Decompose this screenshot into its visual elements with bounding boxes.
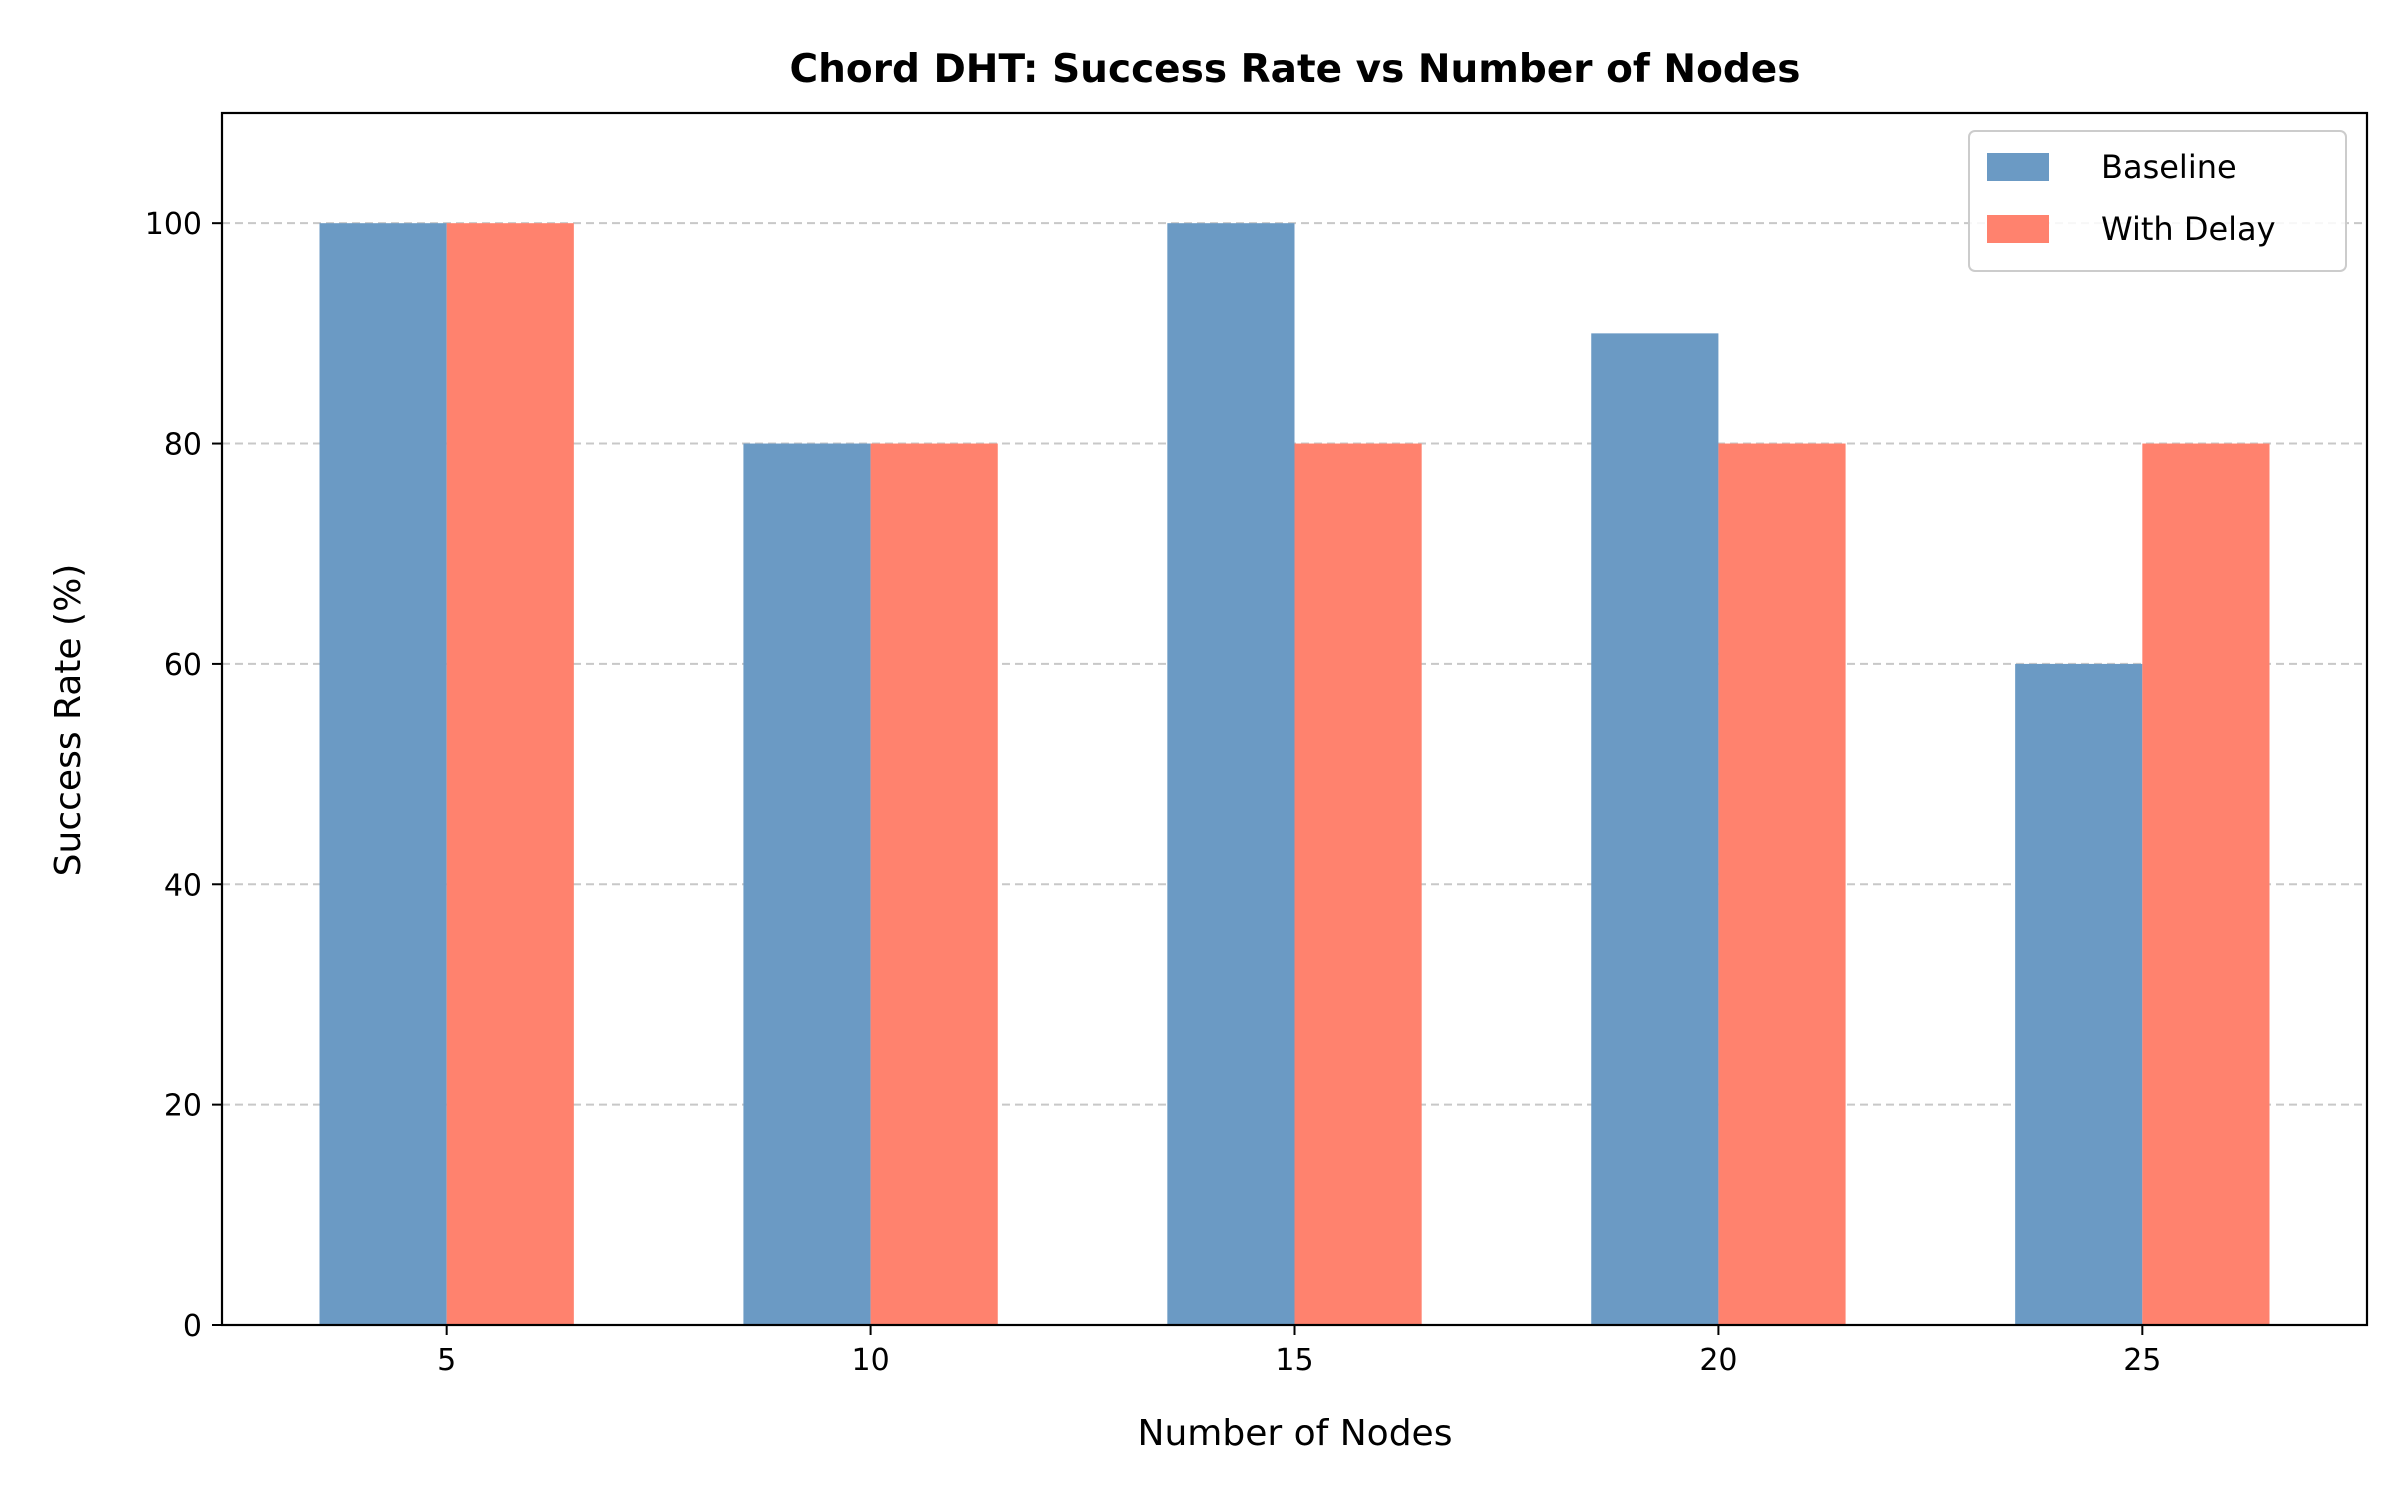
y-tick-label: 60	[164, 648, 202, 683]
bar-baseline-15	[1167, 223, 1295, 1325]
bars	[319, 223, 2270, 1326]
y-axis-label: Success Rate (%)	[48, 564, 89, 877]
bar-baseline-5	[319, 223, 447, 1325]
bar-with-delay-10	[870, 443, 998, 1326]
bar-with-delay-25	[2142, 443, 2270, 1326]
x-axis-ticks: 5 10 15 20 25	[437, 1325, 2161, 1378]
legend-box	[1968, 130, 2347, 272]
y-tick-label: 20	[164, 1089, 202, 1124]
y-tick-label: 40	[164, 868, 202, 903]
legend-swatch	[1987, 215, 2049, 243]
chart-title: Chord DHT: Success Rate vs Number of Nod…	[790, 47, 1801, 92]
bar-with-delay-20	[1718, 443, 1846, 1326]
bar-baseline-10	[743, 443, 871, 1326]
x-tick-label: 20	[1699, 1343, 1737, 1378]
bar-with-delay-15	[1294, 443, 1422, 1326]
y-axis-ticks: 0 20 40 60 80 100	[145, 207, 222, 1344]
x-axis-label: Number of Nodes	[1138, 1413, 1453, 1454]
legend-swatch	[1987, 153, 2049, 181]
bar-baseline-20	[1591, 333, 1719, 1325]
legend: Baseline With Delay	[1968, 130, 2347, 272]
bar-with-delay-5	[446, 223, 574, 1325]
legend-label: With Delay	[2101, 210, 2276, 248]
x-tick-label: 25	[2123, 1343, 2161, 1378]
y-tick-label: 80	[164, 428, 202, 463]
y-tick-label: 0	[183, 1309, 202, 1344]
x-tick-label: 10	[851, 1343, 889, 1378]
legend-label: Baseline	[2101, 148, 2237, 186]
x-tick-label: 15	[1275, 1343, 1313, 1378]
x-tick-label: 5	[437, 1343, 456, 1378]
y-tick-label: 100	[145, 207, 202, 242]
bar-baseline-25	[2015, 663, 2143, 1325]
